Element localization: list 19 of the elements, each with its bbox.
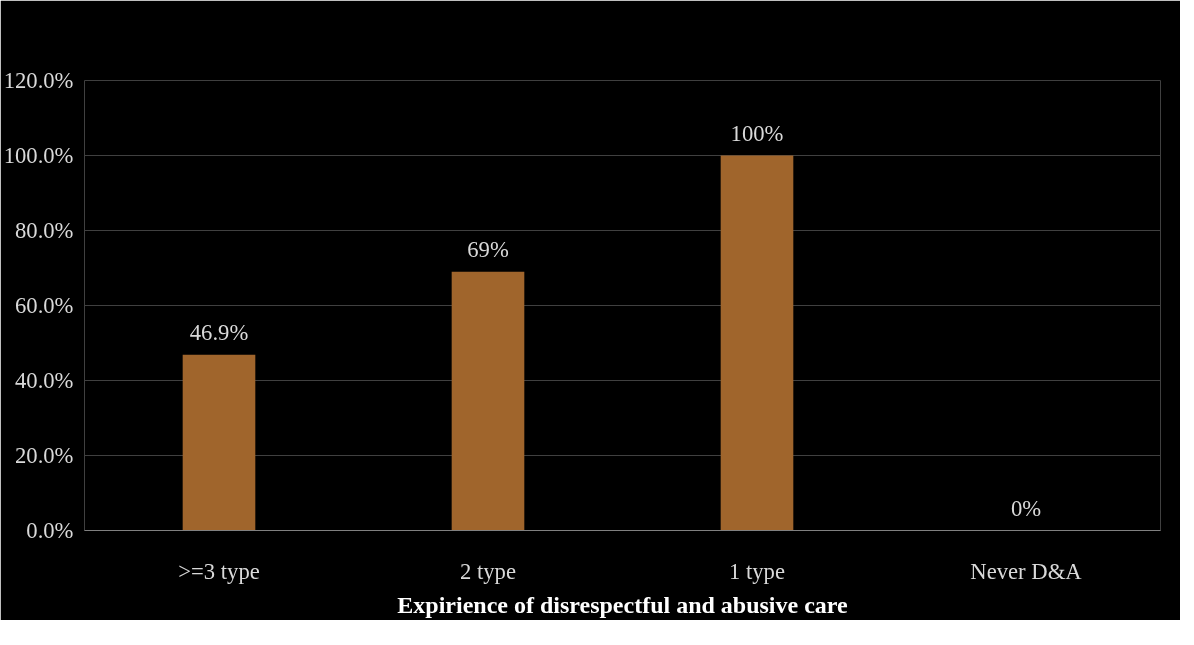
- y-tick-label: 40.0%: [14, 368, 74, 393]
- bar: [451, 271, 525, 531]
- y-tick-label: 100.0%: [3, 143, 74, 168]
- x-tick-label: 2 type: [460, 558, 516, 584]
- x-tick-label: >=3 type: [178, 558, 260, 584]
- x-tick-label: 1 type: [729, 558, 785, 584]
- bar: [720, 155, 794, 531]
- data-label: 0%: [1010, 495, 1042, 521]
- x-axis-title: Expirience of disrespectful and abusive care: [397, 591, 849, 618]
- y-tick-label: 120.0%: [3, 68, 74, 93]
- bar: [182, 354, 256, 531]
- y-tick-label: 60.0%: [14, 293, 74, 318]
- data-label: 100%: [730, 120, 784, 146]
- data-label: 46.9%: [189, 319, 249, 345]
- data-label: 69%: [467, 236, 509, 262]
- x-tick-label: Never D&A: [970, 558, 1083, 584]
- y-tick-label: 20.0%: [14, 443, 74, 468]
- y-tick-label: 0.0%: [26, 518, 74, 543]
- y-tick-label: 80.0%: [14, 218, 74, 243]
